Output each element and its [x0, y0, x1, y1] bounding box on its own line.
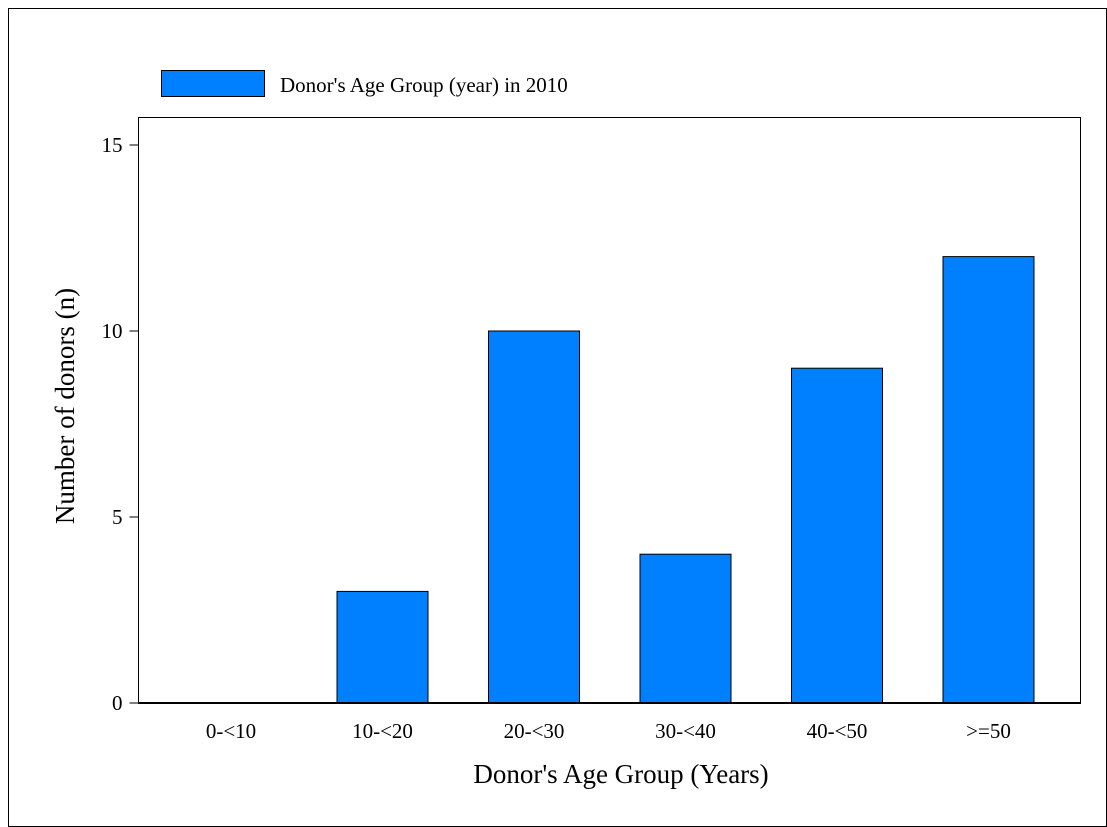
- x-tick-label: 10-<20: [352, 719, 413, 743]
- y-tick-label: 15: [102, 133, 123, 157]
- bar->=50: [942, 256, 1035, 704]
- x-tick-label: >=50: [966, 719, 1011, 743]
- x-tick-label: 40-<50: [807, 719, 868, 743]
- y-axis: 0 5 10 15: [102, 133, 139, 715]
- x-tick-label: 20-<30: [504, 719, 565, 743]
- bar-40-<50: [791, 367, 883, 704]
- y-tick-label: 5: [112, 505, 123, 529]
- legend-swatch: [161, 70, 265, 97]
- x-tick-label: 0-<10: [206, 719, 256, 743]
- y-tick-label: 0: [112, 691, 123, 715]
- bar-10-<20: [336, 590, 429, 704]
- bar-30-<40: [639, 553, 732, 704]
- x-tick-label: 30-<40: [655, 719, 716, 743]
- legend: Donor's Age Group (year) in 2010: [161, 70, 568, 97]
- x-axis: 0-<10 10-<20 20-<30 30-<40 40-<50 >=50: [138, 702, 1081, 743]
- x-axis-title: Donor's Age Group (Years): [473, 759, 768, 789]
- y-axis-title: Number of donors (n): [50, 288, 80, 524]
- legend-label: Donor's Age Group (year) in 2010: [280, 73, 568, 97]
- bar-20-<30: [488, 330, 580, 704]
- y-tick-label: 10: [102, 319, 123, 343]
